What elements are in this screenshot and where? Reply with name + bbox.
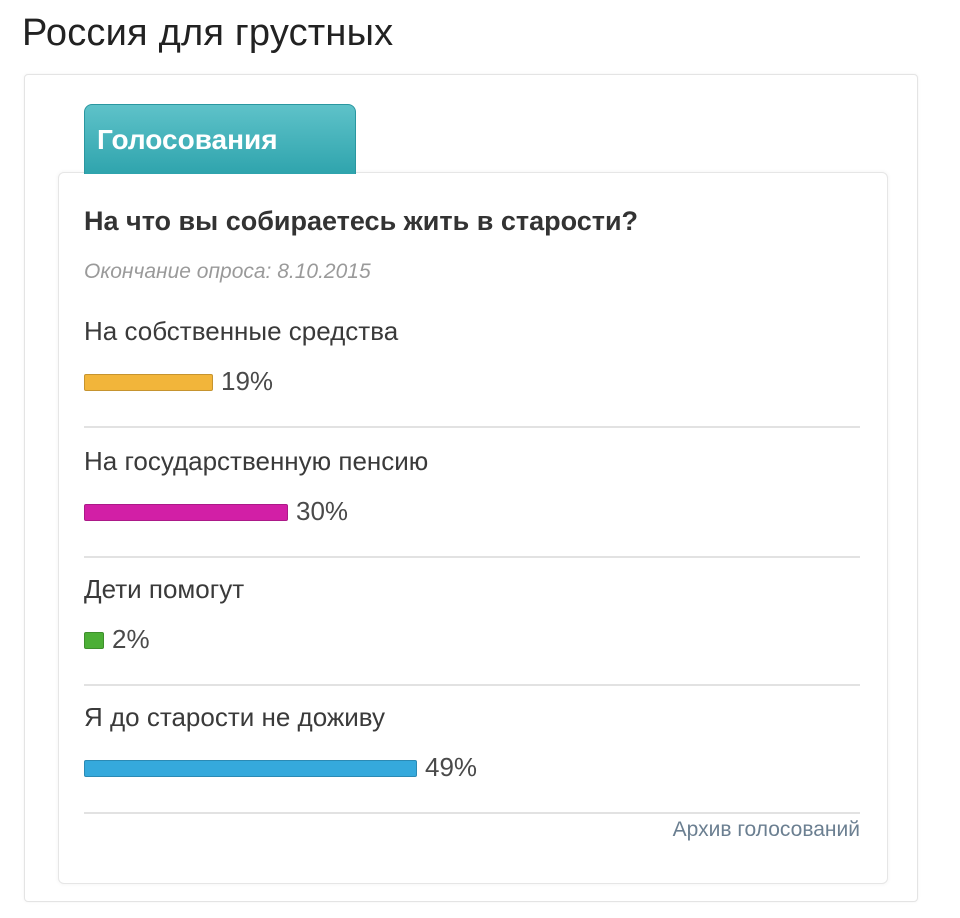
divider [84,812,860,814]
result-percent: 2% [112,624,150,654]
page-title: Россия для грустных [22,12,394,54]
divider [84,426,860,428]
divider [84,556,860,558]
result-bar [84,632,104,649]
result-percent: 19% [221,366,274,396]
poll-end-date: Окончание опроса: 8.10.2015 [84,260,371,283]
tab-polls[interactable]: Голосования [84,104,356,174]
option-result: 19% [84,366,860,396]
result-bar [84,760,417,777]
option-label: Дети помогут [84,574,245,604]
option-result: 2% [84,624,860,654]
result-bar [84,374,213,391]
poll-question: На что вы собираетесь жить в старости? [84,206,639,236]
option-label: На собственные средства [84,316,399,346]
option-label: Я до старости не доживу [84,702,386,732]
option-label: На государственную пенсию [84,446,429,476]
result-bar [84,504,288,521]
result-percent: 30% [296,496,349,526]
result-percent: 49% [425,752,478,782]
option-result: 49% [84,752,860,782]
archive-link[interactable]: Архив голосований [672,818,860,841]
option-result: 30% [84,496,860,526]
divider [84,684,860,686]
